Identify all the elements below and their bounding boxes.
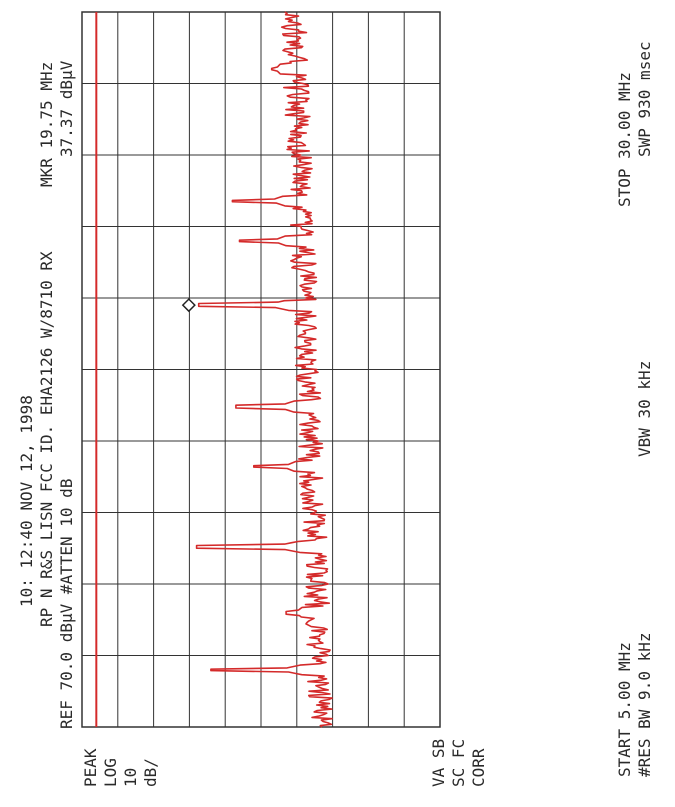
video-bandwidth: VBW 30 kHz [635,361,654,457]
marker-level: 37.37 dBµV [57,60,76,157]
marker-frequency: MKR 19.75 MHz [37,62,56,187]
status-va-sb: VA SB [429,739,448,787]
trace-layer [95,11,333,728]
header-line1: 10: 12:40 NOV 12, 1998 [17,395,36,607]
plot-grid [81,11,441,728]
status-corr: CORR [469,748,488,787]
marker-diamond [181,298,196,313]
stop-frequency: STOP 30.00 MHz [615,72,634,207]
scale-unit: dB/ [141,758,160,787]
sweep-time: SWP 930 msec [635,41,654,157]
scale-value: 10 [121,768,140,787]
ref-level-label: REF 70.0 dBµV #ATTEN 10 dB [57,479,76,729]
detector-peak: PEAK [81,748,100,787]
header-line2: RP N R&S LISN FCC ID. EHA2126 W/8710 RX [37,251,56,627]
status-sc-fc: SC FC [449,739,468,787]
res-bandwidth: #RES BW 9.0 kHz [635,633,654,778]
start-frequency: START 5.00 MHz [615,642,634,777]
scale-log: LOG [101,758,120,787]
spectrum-trace [195,11,333,728]
